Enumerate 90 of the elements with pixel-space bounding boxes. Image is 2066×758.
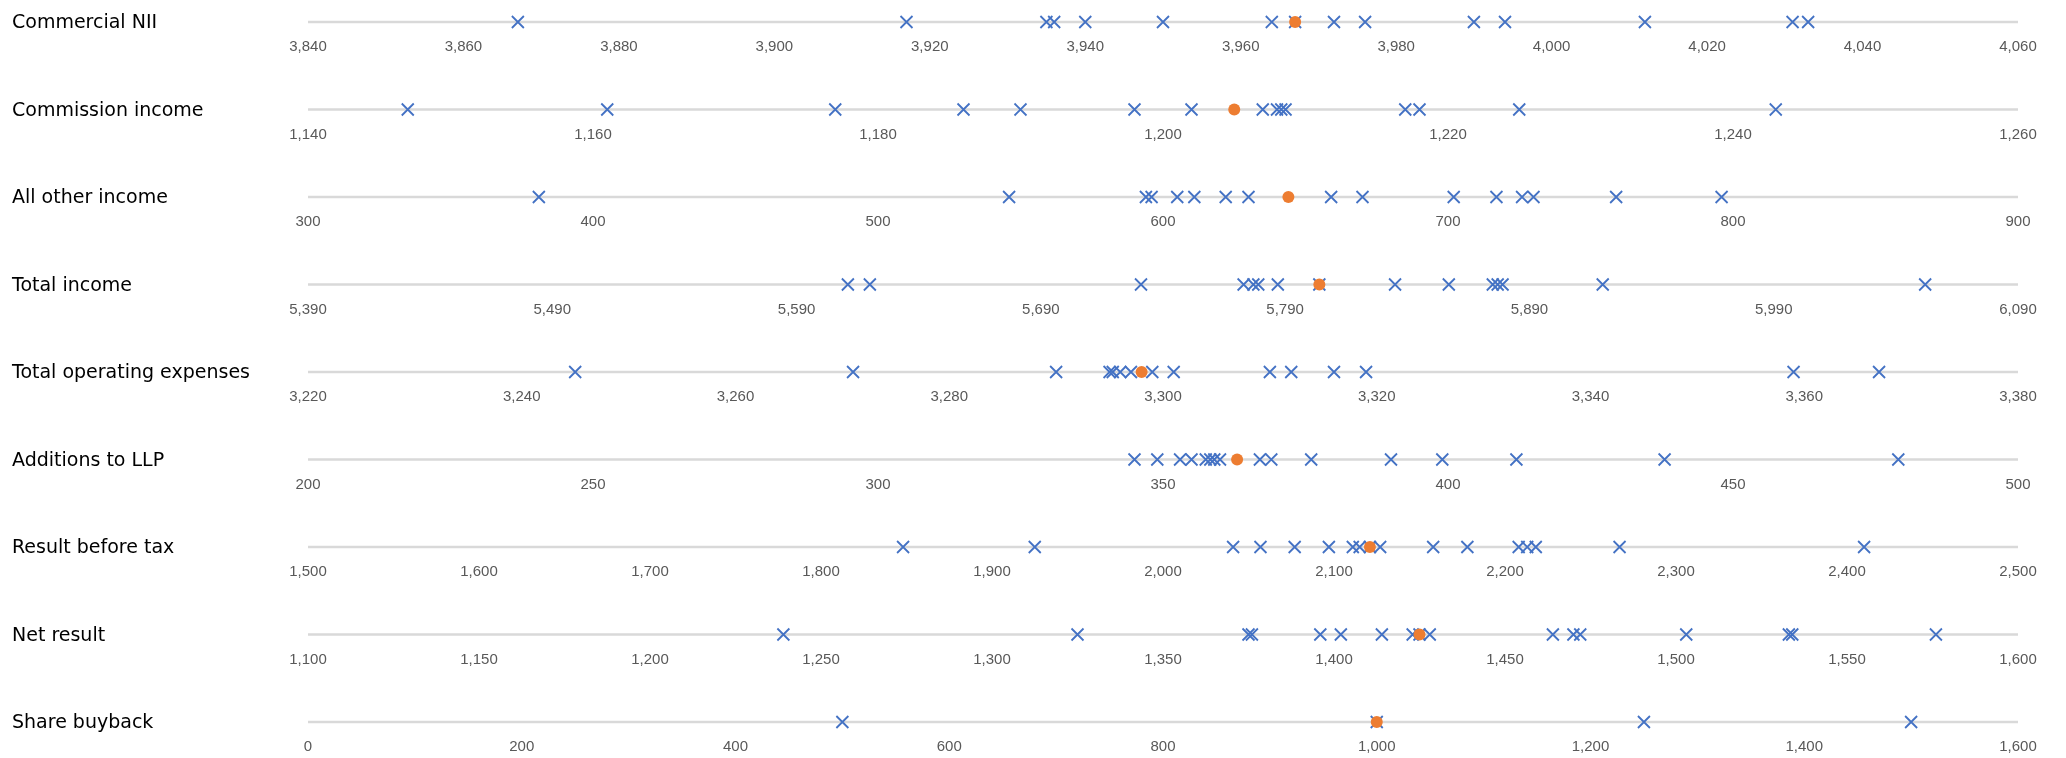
x-tick-label: 3,940 xyxy=(1066,37,1105,54)
x-tick-label: 3,840 xyxy=(289,37,327,54)
x-tick-label: 3,920 xyxy=(911,37,949,54)
x-tick-label: 5,590 xyxy=(777,299,816,317)
x-tick-label: 3,280 xyxy=(930,387,969,404)
x-tick-label: 1,700 xyxy=(631,562,669,579)
x-tick-label: 1,180 xyxy=(859,124,897,142)
x-tick-label: 1,200 xyxy=(631,649,669,667)
x-tick-label: 3,980 xyxy=(1377,37,1415,54)
x-tick-label: 3,240 xyxy=(502,387,541,404)
x-tick-label: 1,000 xyxy=(1357,737,1396,754)
x-tick-label: 1,220 xyxy=(1429,124,1467,142)
x-tick-label: 2,000 xyxy=(1144,562,1182,579)
x-tick-label: 5,890 xyxy=(1510,299,1549,317)
y-tick-label: Net result xyxy=(12,622,106,645)
x-tick-label: 400 xyxy=(722,737,749,754)
x-tick-label: 4,040 xyxy=(1843,37,1882,54)
x-tick-label: 450 xyxy=(1720,474,1746,492)
x-tick-label: 4,000 xyxy=(1532,37,1571,54)
x-tick-label: 3,900 xyxy=(755,37,794,54)
x-tick-label: 5,990 xyxy=(1754,299,1793,317)
x-tick-label: 5,390 xyxy=(289,299,327,317)
x-tick-label: 5,790 xyxy=(1266,299,1304,317)
x-tick-label: 2,400 xyxy=(1828,562,1866,579)
x-tick-label: 3,260 xyxy=(716,387,755,404)
y-tick-label: Commission income xyxy=(12,97,204,120)
x-tick-label: 4,020 xyxy=(1688,37,1726,54)
x-tick-label: 1,400 xyxy=(1785,737,1824,754)
y-tick-label: Result before tax xyxy=(12,535,175,557)
y-tick-label: Additions to LLP xyxy=(12,447,165,470)
x-tick-label: 500 xyxy=(2005,474,2031,492)
x-tick-label: 500 xyxy=(865,212,891,229)
x-tick-label: 200 xyxy=(295,474,321,492)
x-tick-label: 350 xyxy=(1150,474,1176,492)
x-tick-label: 1,900 xyxy=(973,562,1011,579)
y-tick-label: Share buyback xyxy=(12,710,154,732)
x-tick-label: 1,200 xyxy=(1571,737,1610,754)
y-tick-label: Total operating expenses xyxy=(11,360,250,382)
x-tick-label: 1,100 xyxy=(289,649,327,667)
x-tick-label: 1,300 xyxy=(973,649,1011,667)
x-tick-label: 2,300 xyxy=(1657,562,1695,579)
x-tick-label: 1,250 xyxy=(802,649,840,667)
x-tick-label: 1,400 xyxy=(1315,649,1353,667)
x-tick-label: 1,260 xyxy=(1999,124,2037,142)
x-tick-label: 3,860 xyxy=(444,37,483,54)
x-tick-label: 1,450 xyxy=(1486,649,1524,667)
x-tick-label: 6,090 xyxy=(1999,299,2037,317)
x-tick-label: 1,140 xyxy=(289,124,327,142)
x-tick-label: 5,490 xyxy=(533,299,572,317)
x-tick-label: 300 xyxy=(865,474,891,492)
x-tick-label: 1,200 xyxy=(1144,124,1182,142)
x-tick-label: 1,600 xyxy=(1999,649,2037,667)
x-tick-label: 250 xyxy=(580,474,606,492)
x-tick-label: 200 xyxy=(509,737,535,754)
x-tick-label: 600 xyxy=(1150,212,1176,229)
x-tick-label: 2,100 xyxy=(1315,562,1353,579)
x-tick-label: 3,300 xyxy=(1144,387,1182,404)
y-tick-label: Total income xyxy=(11,272,133,295)
x-tick-label: 4,060 xyxy=(1999,37,2037,54)
x-tick-label: 700 xyxy=(1435,212,1461,229)
x-tick-label: 3,360 xyxy=(1785,387,1824,404)
x-tick-label: 1,800 xyxy=(802,562,840,579)
x-tick-label: 3,880 xyxy=(600,37,638,54)
x-tick-label: 1,240 xyxy=(1714,124,1752,142)
y-tick-label: All other income xyxy=(12,185,168,207)
x-tick-label: 400 xyxy=(580,212,606,229)
x-tick-label: 300 xyxy=(295,212,321,229)
x-tick-label: 3,220 xyxy=(289,387,327,404)
x-tick-label: 1,550 xyxy=(1828,649,1866,667)
x-tick-label: 3,320 xyxy=(1357,387,1396,404)
x-tick-label: 1,600 xyxy=(1999,737,2037,754)
x-tick-label: 2,200 xyxy=(1486,562,1524,579)
x-tick-label: 3,960 xyxy=(1221,37,1260,54)
x-tick-label: 1,600 xyxy=(460,562,498,579)
x-tick-label: 3,340 xyxy=(1571,387,1610,404)
x-tick-label: 800 xyxy=(1150,737,1176,754)
x-tick-label: 800 xyxy=(1720,212,1746,229)
x-tick-label: 1,160 xyxy=(574,124,612,142)
x-tick-label: 5,690 xyxy=(1022,299,1060,317)
x-tick-label: 1,150 xyxy=(460,649,498,667)
x-tick-label: 1,500 xyxy=(1657,649,1695,667)
x-tick-label: 1,350 xyxy=(1144,649,1182,667)
x-tick-label: 900 xyxy=(2005,212,2031,229)
x-tick-label: 2,500 xyxy=(1999,562,2037,579)
x-tick-label: 400 xyxy=(1435,474,1461,492)
x-tick-label: 0 xyxy=(303,737,313,754)
x-tick-label: 600 xyxy=(936,737,962,754)
x-tick-label: 3,380 xyxy=(1999,387,2037,404)
x-tick-label: 1,500 xyxy=(289,562,327,579)
y-tick-label: Commercial NII xyxy=(12,10,158,32)
